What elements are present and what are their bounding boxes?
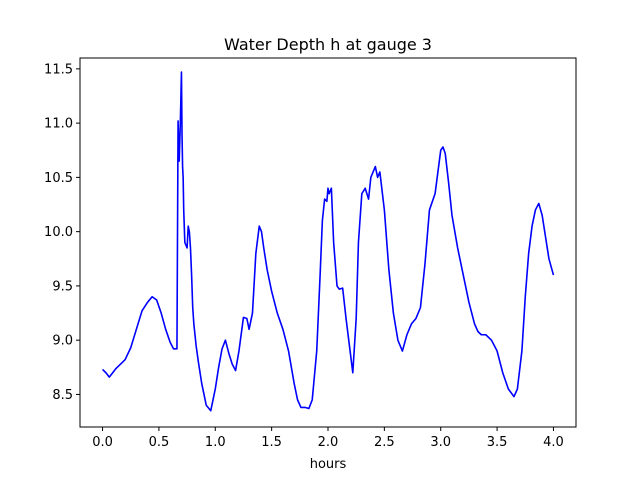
x-tick-label: 2.0 bbox=[318, 435, 339, 450]
x-axis-label: hours bbox=[310, 457, 347, 472]
y-axis-ticks: 8.5 9.0 9.5 10.0 10.5 11.0 11.5 bbox=[44, 62, 80, 403]
x-tick-label: 4.0 bbox=[543, 435, 564, 450]
x-tick-label: 2.5 bbox=[374, 435, 395, 450]
y-tick-label: 8.5 bbox=[52, 388, 73, 403]
x-tick-label: 0.0 bbox=[92, 435, 113, 450]
plot-area bbox=[80, 58, 576, 427]
y-tick-label: 10.0 bbox=[44, 225, 73, 240]
x-tick-label: 0.5 bbox=[149, 435, 170, 450]
x-tick-label: 3.5 bbox=[487, 435, 508, 450]
series-line-water-depth bbox=[101, 71, 555, 412]
x-axis-ticks: 0.0 0.5 1.0 1.5 2.0 2.5 3.0 3.5 4.0 bbox=[92, 427, 564, 450]
y-tick-label: 11.5 bbox=[44, 62, 73, 77]
chart-title: Water Depth h at gauge 3 bbox=[224, 35, 432, 54]
x-tick-label: 3.0 bbox=[430, 435, 451, 450]
series-layer bbox=[101, 71, 555, 412]
x-tick-label: 1.5 bbox=[261, 435, 282, 450]
y-tick-label: 9.0 bbox=[52, 334, 73, 349]
y-tick-label: 11.0 bbox=[44, 117, 73, 132]
x-tick-label: 1.0 bbox=[205, 435, 226, 450]
y-tick-label: 9.5 bbox=[52, 279, 73, 294]
y-tick-label: 10.5 bbox=[44, 171, 73, 186]
